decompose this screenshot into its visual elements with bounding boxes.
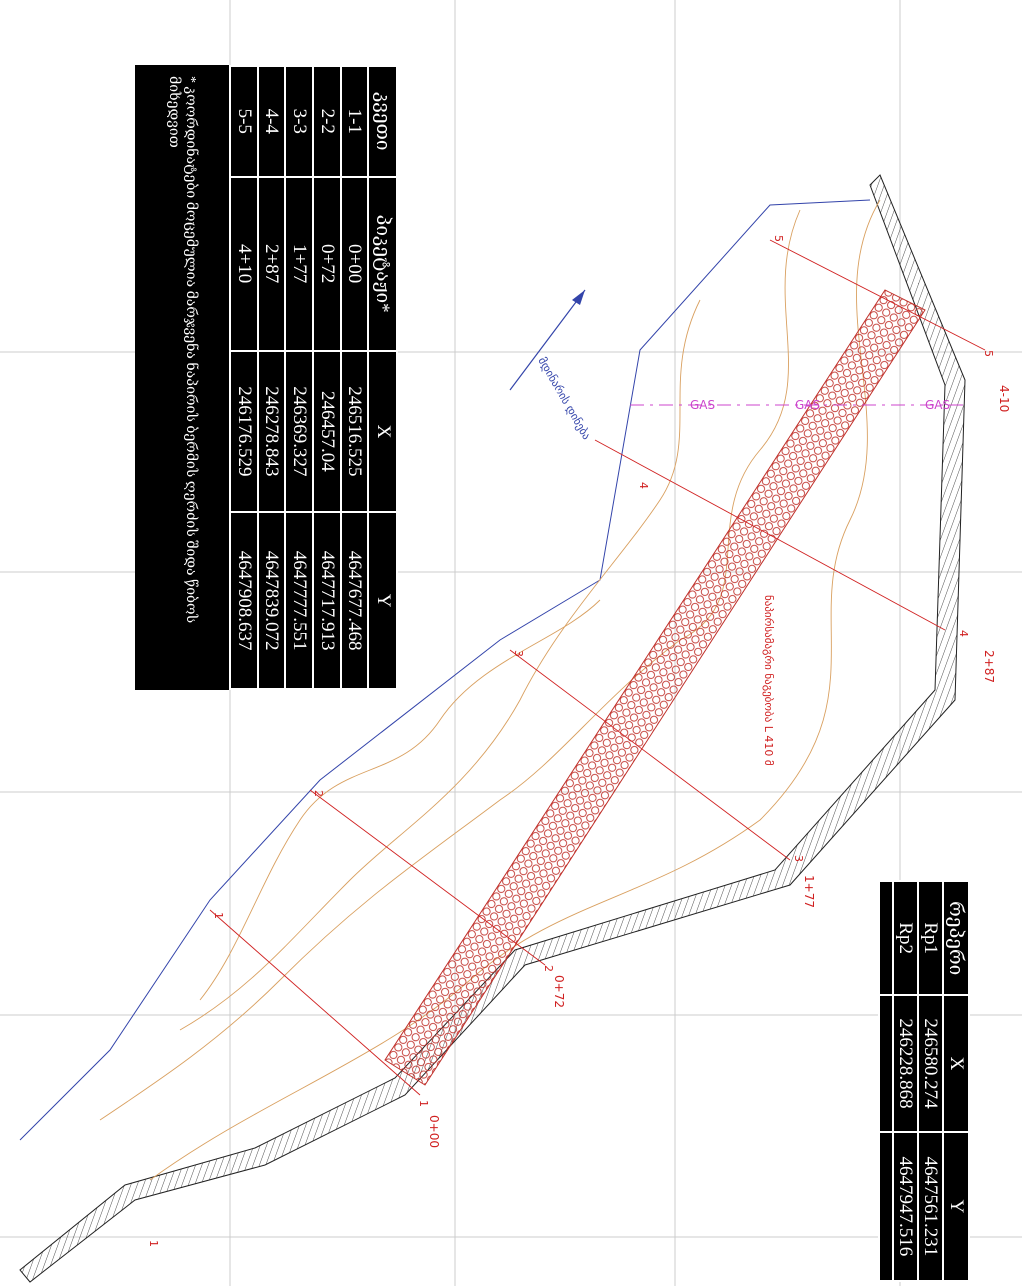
- drawing-label: 5: [772, 235, 785, 242]
- header-row: რეპერი X Y: [942, 881, 969, 1281]
- drawing-label: 4: [957, 630, 970, 637]
- table-row: 3-3 1+77 246369.327 4647777.551: [285, 66, 313, 689]
- table-cell: 246176.529: [230, 350, 258, 513]
- table-row: 5-5 4+10 246176.529 4647908.637: [230, 66, 258, 689]
- table-cell: 4647947.516: [893, 1131, 918, 1281]
- drawing-label: ნაპირსამაგრი ნაგებობა L 410 მ: [762, 595, 775, 766]
- table-cell: 2+87: [257, 176, 286, 351]
- table-cell: 3-3: [285, 66, 313, 177]
- table-cell: 4+10: [230, 176, 258, 351]
- header-cell: X: [368, 350, 397, 513]
- table-cell: Rp2: [893, 881, 918, 996]
- note-row: * კოორდინატები მოცემულია მარჯვენა ნაპირი…: [135, 66, 230, 689]
- drawing-label: 4: [637, 482, 650, 489]
- sections-table: კვეთი პიკეტაჟი* X Y 1-1 0+00 246516.525 4647677…: [135, 65, 398, 690]
- drawing-label: GAS: [795, 398, 820, 412]
- table-row: Rp1 246580.274 4647561.231: [918, 881, 943, 1281]
- table-cell: 246228.868: [893, 995, 918, 1132]
- bank-hatch: [19, 174, 966, 1283]
- table-cell: 246516.525: [340, 350, 369, 513]
- table-cell: 4647908.637: [230, 512, 258, 689]
- header-cell: Y: [942, 1131, 969, 1281]
- header-cell: Y: [368, 512, 397, 689]
- drawing-label: 1: [147, 1240, 160, 1247]
- drawing-label: 5: [982, 350, 995, 357]
- flow-arrowhead: [572, 290, 585, 305]
- table-cell: 246369.327: [285, 350, 313, 513]
- table-cell: 0+00: [340, 176, 369, 351]
- drawing-label: 1: [212, 912, 225, 919]
- drawing-label: 0+72: [552, 975, 566, 1008]
- drawing-label: 1: [417, 1100, 430, 1107]
- table-cell: 2-2: [312, 66, 341, 177]
- table-row: 2-2 0+72 246457.04 4647717.913: [312, 66, 341, 689]
- benchmark-table: რეპერი X Y Rp1 246580.274 4647561.231 Rp2 24622…: [878, 880, 970, 1282]
- section-lines: [209, 239, 986, 1096]
- table-cell: 4647561.231: [918, 1131, 943, 1281]
- table-cell: 246457.04: [312, 350, 341, 513]
- drawing-label: 1+77: [802, 875, 816, 908]
- header-cell: პიკეტაჟი*: [368, 176, 397, 351]
- table-cell: 4647839.072: [257, 512, 286, 689]
- table-cell: 4647717.913: [312, 512, 341, 689]
- table-cell: 4647677.468: [340, 512, 369, 689]
- empty-row: [879, 881, 893, 1281]
- empty-cell: [879, 995, 893, 1132]
- table-cell: 1+77: [285, 176, 313, 351]
- drawing-label: 3: [512, 650, 525, 657]
- flow-arrow: [509, 289, 586, 391]
- table-cell: 0+72: [312, 176, 341, 351]
- table-row: 1-1 0+00 246516.525 4647677.468: [340, 66, 369, 689]
- drawing-label: მდინარის დინება: [535, 355, 593, 442]
- table-row: 4-4 2+87 246278.843 4647839.072: [257, 66, 286, 689]
- header-cell: კვეთი: [368, 66, 397, 177]
- header-cell: X: [942, 995, 969, 1132]
- drawing-label: 2+87: [982, 650, 996, 683]
- header-cell: რეპერი: [942, 881, 969, 996]
- drawing-label: 4-10: [997, 385, 1011, 412]
- contours: [99, 199, 881, 1181]
- left-boundary: [19, 199, 871, 1141]
- table-cell: 246278.843: [257, 350, 286, 513]
- table-row: Rp2 246228.868 4647947.516: [893, 881, 918, 1281]
- table-cell: 4647777.551: [285, 512, 313, 689]
- empty-cell: [879, 881, 893, 996]
- table-cell: 4-4: [257, 66, 286, 177]
- empty-cell: [879, 1131, 893, 1281]
- drawing-label: 0+00: [427, 1115, 441, 1148]
- table-cell: Rp1: [918, 881, 943, 996]
- table-cell: 246580.274: [918, 995, 943, 1132]
- revetment-structure: [384, 289, 926, 1086]
- table-cell: 5-5: [230, 66, 258, 177]
- drawing-label: 2: [312, 790, 325, 797]
- table-note: * კოორდინატები მოცემულია მარჯვენა ნაპირი…: [166, 76, 198, 624]
- table-cell: 1-1: [340, 66, 369, 177]
- drawing-label: GAS: [925, 398, 950, 412]
- header-row: კვეთი პიკეტაჟი* X Y: [368, 66, 397, 689]
- drawing-label: 3: [792, 855, 805, 862]
- drawing-label: 2: [542, 965, 555, 972]
- drawing-label: GAS: [690, 398, 715, 412]
